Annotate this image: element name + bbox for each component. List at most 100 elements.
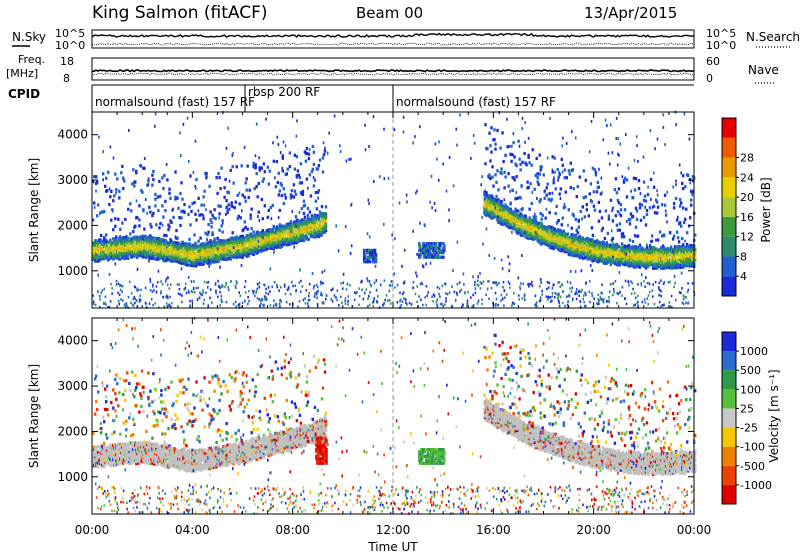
data-cell: [663, 280, 666, 284]
freq-unit-label: [MHz]: [6, 67, 38, 80]
data-cell: [127, 236, 130, 240]
data-cell: [610, 248, 614, 252]
data-cell: [370, 253, 374, 257]
data-cell: [218, 212, 221, 216]
data-cell: [548, 243, 551, 247]
data-cell: [608, 300, 610, 304]
data-cell: [369, 291, 371, 294]
data-cell: [489, 159, 492, 163]
data-cell: [678, 198, 682, 202]
data-cell: [400, 304, 403, 307]
data-cell: [588, 192, 591, 196]
data-cell: [225, 300, 228, 304]
data-cell: [538, 285, 541, 288]
data-cell: [646, 282, 649, 285]
data-cell: [126, 244, 129, 248]
data-cell: [523, 298, 526, 301]
data-cell: [126, 246, 129, 250]
data-cell: [502, 280, 505, 284]
data-cell: [300, 206, 304, 211]
data-cell: [325, 297, 327, 301]
data-cell: [258, 238, 261, 242]
data-cell: [439, 302, 442, 306]
data-cell: [119, 235, 122, 239]
data-cell: [258, 281, 261, 285]
data-cell: [602, 245, 606, 249]
data-cell: [536, 180, 539, 184]
data-cell: [318, 210, 322, 214]
data-cell: [509, 213, 512, 217]
data-cell: [284, 292, 287, 296]
data-cell: [617, 201, 621, 205]
data-cell: [603, 255, 607, 259]
data-cell: [324, 218, 328, 222]
data-cell: [162, 215, 165, 219]
data-cell: [517, 230, 520, 234]
data-cell: [112, 237, 115, 241]
data-cell: [474, 291, 477, 295]
data-cell: [178, 287, 181, 291]
data-cell: [251, 289, 254, 293]
data-cell: [139, 299, 142, 302]
data-cell: [238, 251, 241, 255]
data-cell: [215, 289, 217, 293]
data-cell: [561, 216, 564, 220]
data-cell: [583, 304, 586, 308]
data-cell: [526, 234, 529, 238]
data-cell: [151, 238, 154, 242]
data-cell: [154, 253, 157, 257]
data-cell: [134, 301, 136, 305]
data-cell: [154, 192, 157, 196]
data-cell: [501, 204, 504, 208]
data-cell: [655, 200, 659, 204]
data-cell: [223, 195, 226, 199]
data-cell: [662, 252, 666, 256]
data-cell: [530, 163, 533, 167]
data-cell: [476, 283, 479, 286]
data-cell: [293, 189, 297, 193]
data-cell: [298, 181, 302, 185]
data-cell: [120, 284, 122, 287]
data-cell: [573, 239, 576, 243]
data-cell: [237, 240, 240, 244]
data-cell: [479, 281, 482, 284]
data-cell: [566, 238, 569, 242]
data-cell: [682, 297, 685, 301]
data-cell: [552, 238, 555, 243]
data-cell: [166, 295, 169, 298]
data-cell: [153, 240, 156, 244]
data-cell: [358, 294, 361, 298]
data-cell: [194, 212, 197, 216]
data-cell: [594, 173, 598, 177]
data-cell: [530, 218, 533, 222]
data-cell: [307, 237, 311, 241]
data-cell: [682, 247, 685, 251]
data-cell: [694, 233, 697, 237]
data-cell: [131, 303, 134, 306]
data-cell: [418, 242, 421, 246]
data-cell: [323, 149, 327, 153]
data-cell: [534, 218, 537, 222]
data-cell: [239, 294, 242, 297]
data-cell: [694, 248, 697, 252]
data-cell: [151, 183, 154, 187]
data-cell: [438, 246, 441, 250]
data-cell: [234, 241, 237, 245]
data-cell: [691, 282, 694, 285]
data-cell: [419, 282, 422, 286]
data-cell: [472, 293, 474, 297]
data-cell: [636, 245, 640, 250]
data-cell: [300, 218, 304, 222]
data-cell: [560, 223, 563, 227]
data-cell: [118, 293, 121, 296]
data-cell: [280, 245, 283, 249]
data-cell: [558, 304, 561, 308]
data-cell: [553, 283, 555, 286]
data-cell: [524, 161, 527, 165]
data-cell: [510, 159, 513, 163]
data-cell: [581, 256, 584, 260]
data-cell: [615, 223, 619, 227]
data-cell: [507, 172, 510, 176]
data-cell: [658, 287, 660, 290]
